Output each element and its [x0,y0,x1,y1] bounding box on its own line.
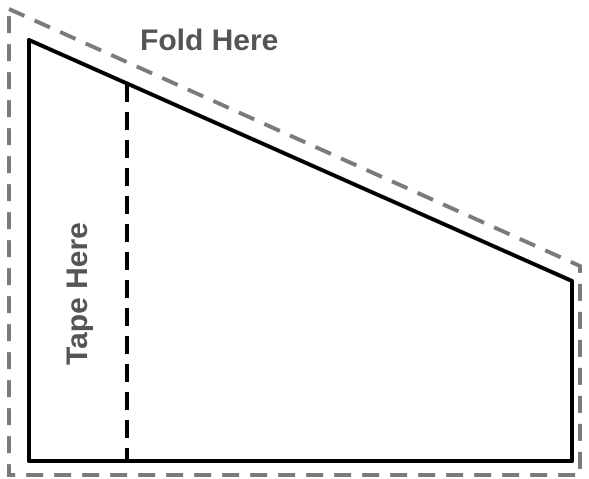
tape-here-label: Tape Here [61,222,94,365]
cut-outline-trapezoid [27,38,574,463]
fold-outline-dashed [7,5,582,477]
fold-here-label: Fold Here [140,24,278,57]
